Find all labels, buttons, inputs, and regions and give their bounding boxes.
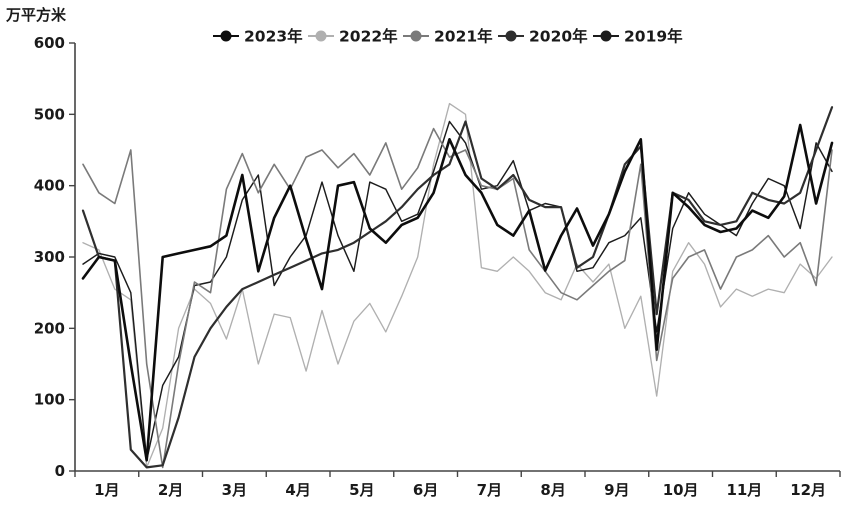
legend-dot-icon [600, 30, 612, 42]
x-tick-label: 10月 [663, 481, 699, 499]
x-tick-label: 1月 [94, 481, 119, 499]
legend-item-2022: 2022年 [308, 27, 398, 46]
y-tick-label: 500 [34, 105, 65, 123]
legend-item-2019: 2019年 [593, 27, 683, 46]
y-tick-label: 600 [34, 34, 65, 52]
legend-dot-icon [315, 30, 327, 42]
legend-label: 2019年 [624, 27, 683, 46]
legend-dot-icon [410, 30, 422, 42]
legend-dot-icon [505, 30, 517, 42]
legend-label: 2020年 [529, 27, 588, 46]
y-tick-label: 400 [34, 177, 65, 195]
y-tick-label: 0 [55, 462, 65, 480]
legend-label: 2023年 [244, 27, 303, 46]
x-tick-label: 11月 [726, 481, 762, 499]
legend-item-2021: 2021年 [403, 27, 493, 46]
x-tick-label: 5月 [349, 481, 374, 499]
x-tick-label: 6月 [413, 481, 438, 499]
series-line-2023 [81, 123, 834, 462]
y-tick-label: 300 [34, 248, 65, 266]
x-tick-label: 12月 [790, 481, 826, 499]
legend-item-2023: 2023年 [213, 27, 303, 46]
series-line-2021 [82, 127, 833, 469]
y-tick-label: 200 [34, 319, 65, 337]
x-tick-label: 4月 [285, 481, 310, 499]
x-tick-label: 3月 [222, 481, 247, 499]
legend-dot-icon [220, 30, 232, 42]
legend-label: 2022年 [339, 27, 398, 46]
series-line-2020 [81, 106, 834, 469]
axis-lines [74, 43, 840, 472]
x-tick-label: 8月 [540, 481, 565, 499]
x-tick-label: 2月 [158, 481, 183, 499]
y-axis-unit-label: 万平方米 [5, 6, 67, 24]
x-tick-label: 7月 [477, 481, 502, 499]
x-tick-label: 9月 [604, 481, 629, 499]
series-line-2019 [82, 120, 833, 462]
series-line-2022 [82, 102, 833, 469]
legend-label: 2021年 [434, 27, 493, 46]
y-tick-label: 100 [34, 391, 65, 409]
legend-item-2020: 2020年 [498, 27, 588, 46]
